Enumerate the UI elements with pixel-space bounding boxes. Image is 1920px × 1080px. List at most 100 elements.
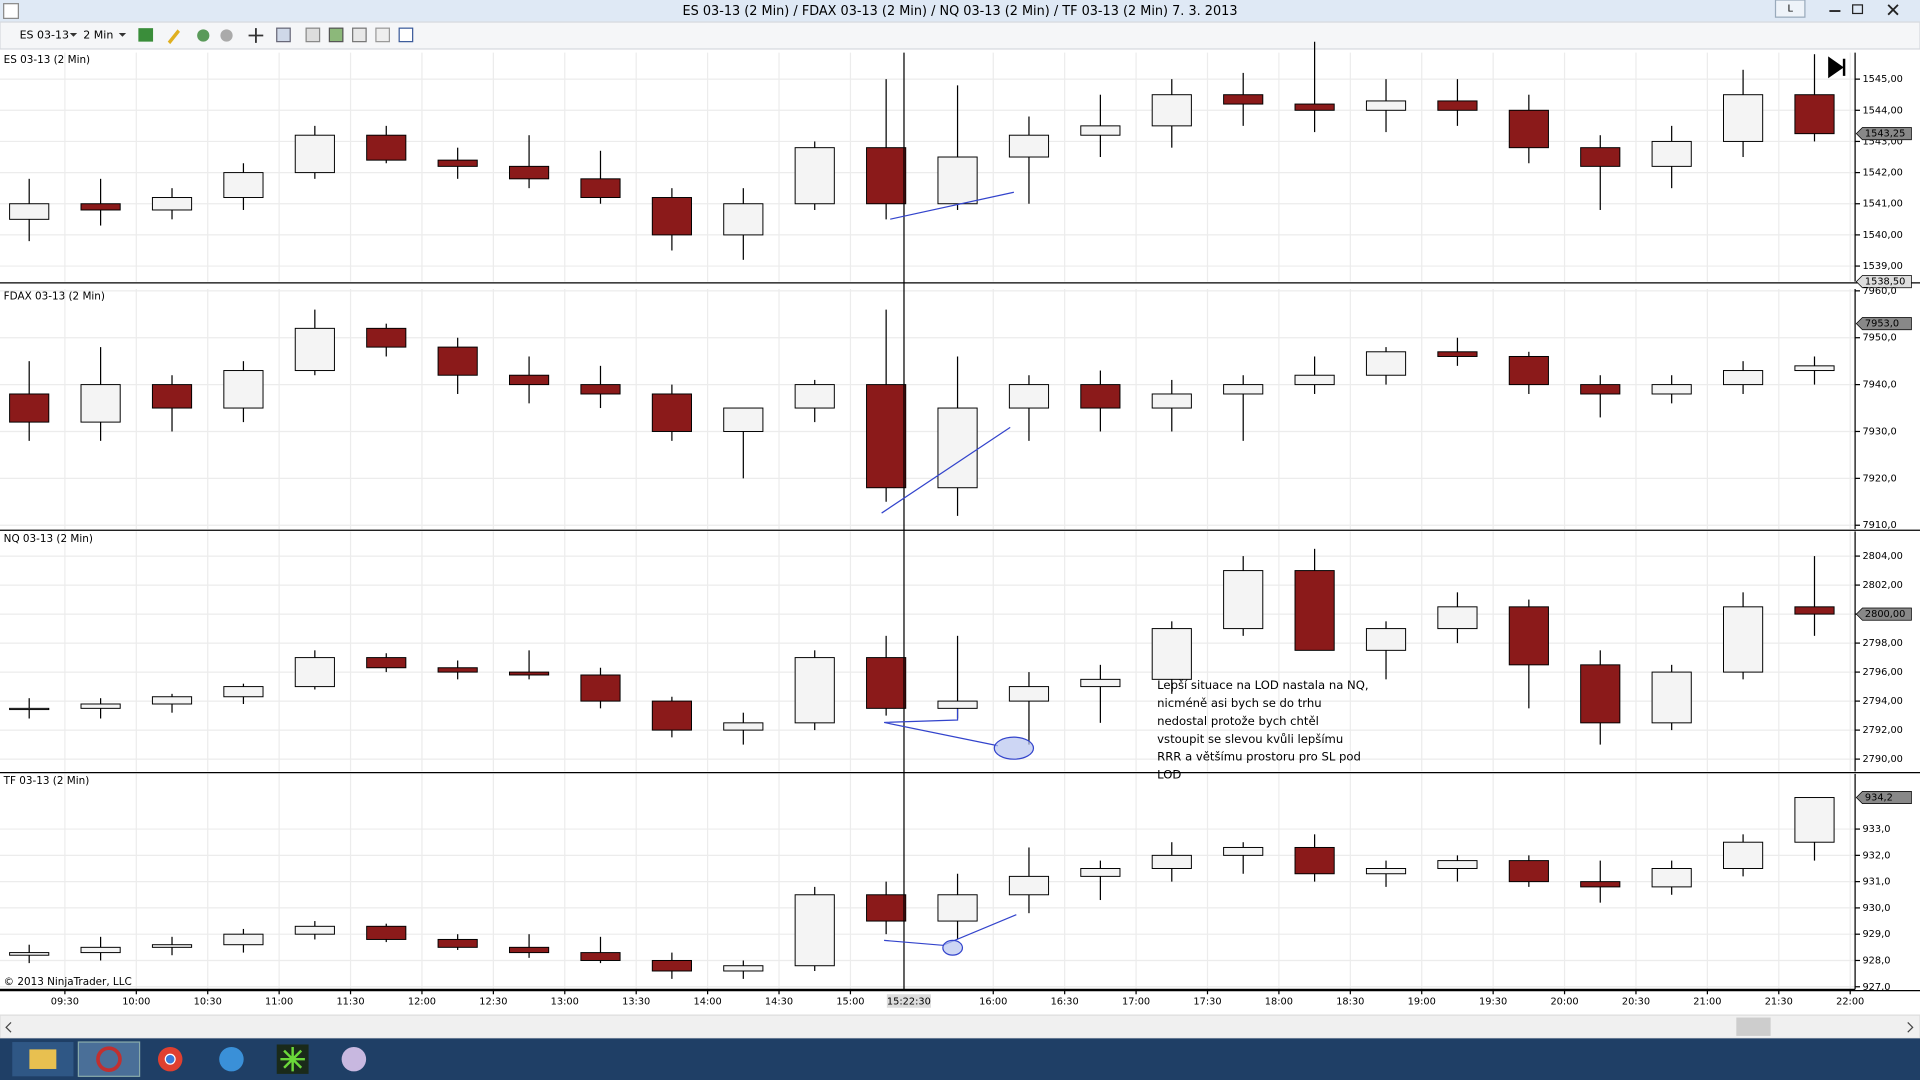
drawings	[881, 191, 1035, 956]
y-tick-label: 930,0	[1862, 903, 1890, 914]
candle-body	[1151, 94, 1192, 127]
x-tick-label: 09:30	[51, 997, 79, 1008]
candle-body	[794, 657, 835, 724]
y-tick-label: 2792,00	[1862, 725, 1902, 736]
candle-body	[866, 657, 907, 709]
paint-icon[interactable]	[341, 1046, 367, 1072]
properties-button[interactable]	[305, 27, 321, 43]
candle-body	[9, 707, 50, 711]
y-tick-label: 1545,00	[1862, 74, 1902, 85]
trade-button[interactable]	[375, 27, 390, 43]
scroll-end-button[interactable]	[1828, 56, 1846, 79]
annotation-text: RRR a většímu prostoru pro SL pod	[1157, 750, 1361, 764]
candle-body	[1580, 664, 1621, 724]
y-tick-label: 1544,00	[1862, 105, 1902, 116]
candle-body	[580, 952, 621, 961]
candle-body	[1437, 100, 1478, 111]
trend-line	[883, 708, 999, 747]
scroll-right[interactable]	[1907, 1022, 1914, 1033]
strategy-button[interactable]	[220, 29, 233, 42]
candle-body	[9, 203, 50, 220]
candle-body	[651, 197, 692, 236]
draw-button[interactable]	[167, 29, 180, 45]
candle-body	[437, 346, 478, 376]
chart-style-button[interactable]	[138, 28, 154, 42]
x-tick-label: 19:30	[1479, 997, 1507, 1008]
chrome-icon-center	[164, 1053, 176, 1065]
y-tick-label: 7950,0	[1862, 333, 1896, 344]
data-box-button[interactable]	[328, 27, 344, 43]
candle-body	[151, 944, 193, 948]
y-tick-label: 7960,0	[1862, 286, 1896, 297]
candle-body	[937, 894, 978, 922]
zoom-button[interactable]	[276, 27, 291, 43]
candle-body	[1294, 846, 1335, 875]
crosshair-label-box	[886, 994, 931, 1008]
maximize-button[interactable]	[1852, 4, 1864, 15]
candle-body	[937, 700, 978, 709]
candle-body	[580, 384, 621, 395]
y-tick-label: 7930,0	[1862, 426, 1896, 437]
candle-body	[723, 722, 764, 731]
x-tick-label: 10:30	[194, 997, 222, 1008]
x-tick-label: 18:00	[1265, 997, 1293, 1008]
candle-body	[1794, 797, 1835, 843]
candle-body	[1437, 351, 1478, 357]
candle-body	[294, 134, 335, 174]
candle-body	[1365, 100, 1407, 111]
candle-body	[151, 384, 193, 409]
candle-body	[1651, 384, 1692, 395]
candle-body	[1437, 860, 1478, 869]
candle-body	[1294, 103, 1335, 111]
candle-body	[1794, 94, 1835, 135]
candle-body	[723, 965, 764, 972]
interval-selector[interactable]: 2 Min	[83, 29, 113, 42]
candle-body	[1794, 365, 1835, 372]
snapshot-button[interactable]	[352, 27, 367, 43]
taskbar-icons	[12, 1041, 367, 1077]
y-tick-label: 1543,00	[1862, 136, 1902, 147]
candle-body	[1508, 860, 1549, 883]
scroll-thumb[interactable]	[1736, 1017, 1771, 1036]
panel-title: NQ 03-13 (2 Min)	[4, 533, 93, 545]
trend-line	[890, 191, 1015, 220]
window-button[interactable]	[1774, 0, 1806, 18]
scrollbar[interactable]	[0, 1014, 1920, 1039]
candle-body	[9, 952, 50, 956]
candle-body	[151, 696, 193, 705]
y-tick-label: 932,0	[1862, 850, 1890, 861]
layout-button[interactable]	[398, 27, 414, 43]
candle-body	[80, 384, 121, 423]
scroll-left[interactable]	[5, 1022, 12, 1033]
crosshair-button[interactable]	[248, 28, 264, 43]
panel-title: FDAX 03-13 (2 Min)	[4, 290, 105, 302]
x-tick-label: 16:00	[979, 997, 1007, 1008]
y-tick-label: 1542,00	[1862, 168, 1902, 179]
candle-body	[9, 393, 50, 423]
annotation-text: Lepší situace na LOD nastala na NQ,	[1157, 678, 1368, 692]
x-tick-label: 14:00	[694, 997, 722, 1008]
candle-body	[1151, 854, 1192, 869]
x-tick-label: 17:00	[1122, 997, 1150, 1008]
y-tick-label: 1540,00	[1862, 230, 1902, 241]
candle-body	[80, 946, 121, 954]
candle-body	[366, 327, 407, 348]
x-tick-label: 22:00	[1836, 997, 1864, 1008]
instrument-selector[interactable]: ES 03-13	[20, 29, 69, 42]
itunes-icon[interactable]	[219, 1046, 244, 1072]
price-marker-label: 934,2	[1865, 793, 1893, 804]
candle-body	[1508, 606, 1549, 666]
y-tick-label: 2804,00	[1862, 551, 1902, 562]
x-tick-label: 13:00	[551, 997, 579, 1008]
annotation-text: vstoupit se slevou kvůli lepšímu	[1157, 732, 1343, 746]
candle-body	[1723, 841, 1764, 869]
close-button[interactable]	[1887, 4, 1899, 16]
candle-body	[508, 671, 550, 676]
indicator-button[interactable]	[197, 29, 210, 42]
y-tick-label: 2796,00	[1862, 667, 1902, 678]
annotation-text: LOD	[1157, 768, 1181, 782]
candle-body	[580, 674, 621, 702]
y-tick-label: 927,0	[1862, 982, 1890, 993]
y-tick-label: 7910,0	[1862, 520, 1896, 531]
